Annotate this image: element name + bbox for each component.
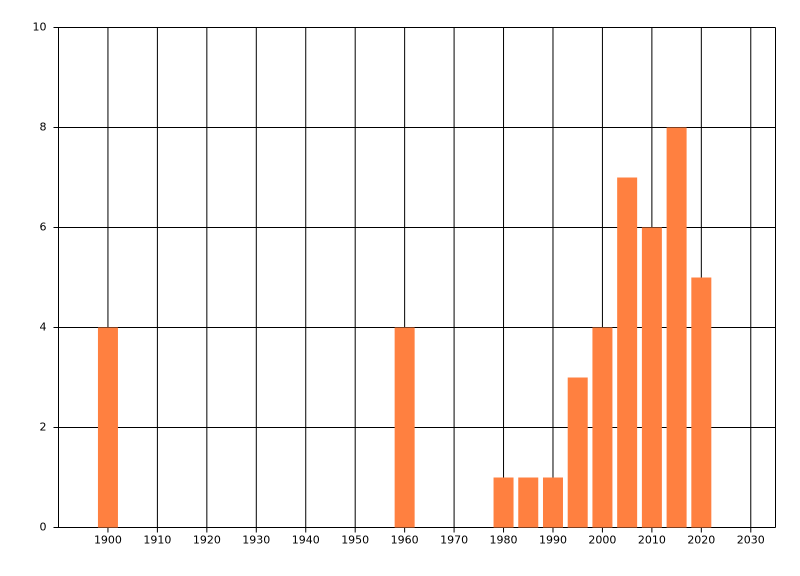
bar xyxy=(691,277,712,528)
x-tick-label: 1950 xyxy=(341,534,369,547)
y-tick-label: 6 xyxy=(40,221,47,234)
bar xyxy=(518,477,539,528)
bar xyxy=(97,327,118,528)
y-tick-label: 4 xyxy=(40,321,47,334)
x-tick-label: 2000 xyxy=(588,534,616,547)
y-tick-label: 2 xyxy=(40,421,47,434)
y-tick-label: 8 xyxy=(40,121,47,134)
y-tick-label: 10 xyxy=(33,21,47,34)
bar xyxy=(617,177,638,528)
x-tick-label: 1900 xyxy=(94,534,122,547)
x-tick-label: 1930 xyxy=(242,534,270,547)
bar xyxy=(641,227,662,528)
bar xyxy=(493,477,514,528)
bar xyxy=(666,127,687,528)
bar xyxy=(542,477,563,528)
x-tick-label: 1940 xyxy=(292,534,320,547)
x-tick-label: 2020 xyxy=(687,534,715,547)
x-tick-label: 2010 xyxy=(638,534,666,547)
x-tick-label: 2030 xyxy=(737,534,765,547)
bar xyxy=(592,327,613,528)
x-tick-label: 1960 xyxy=(391,534,419,547)
x-tick-label: 1920 xyxy=(193,534,221,547)
x-tick-label: 1990 xyxy=(539,534,567,547)
x-tick-label: 1970 xyxy=(440,534,468,547)
y-tick-label: 0 xyxy=(40,521,47,534)
bar xyxy=(567,377,588,528)
x-tick-label: 1980 xyxy=(490,534,518,547)
bar xyxy=(394,327,415,528)
x-tick-label: 1910 xyxy=(143,534,171,547)
